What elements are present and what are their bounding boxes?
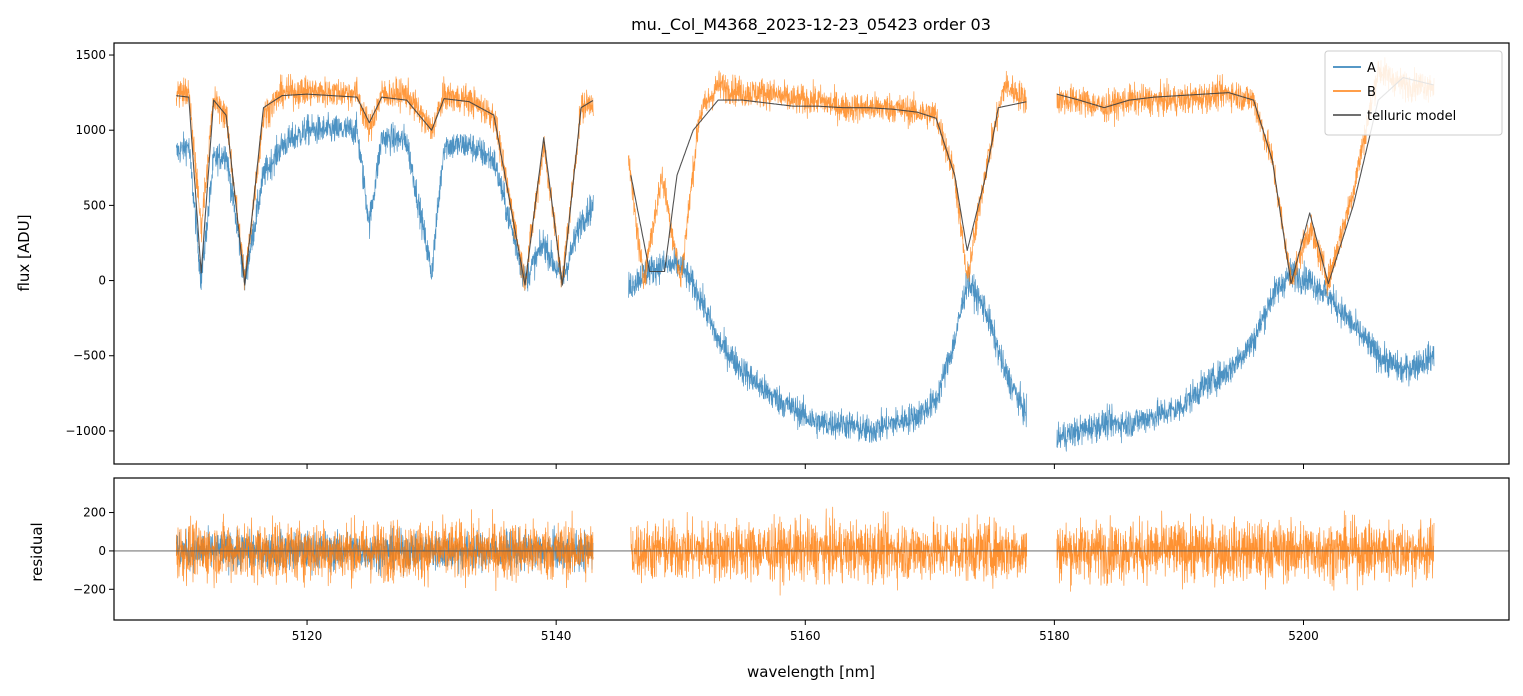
wavelength-tick-label: 5140 (541, 629, 572, 643)
wavelength-tick-label: 5180 (1039, 629, 1070, 643)
residual-axis-label: residual (28, 522, 46, 581)
legend-label-a: A (1367, 61, 1376, 76)
legend-label-b: B (1367, 85, 1376, 100)
wavelength-axis-label: wavelength [nm] (747, 663, 875, 681)
bot-series-b-segment-2 (630, 506, 1028, 596)
legend-label-telluric-model: telluric model (1367, 109, 1456, 124)
bot-series-b-segment-3 (1056, 510, 1435, 592)
wavelength-tick-label: 5160 (790, 629, 821, 643)
chart-title: mu._Col_M4368_2023-12-23_05423 order 03 (631, 15, 991, 35)
top-series-b-segment-2 (628, 70, 1028, 290)
top-series-telluric-model-segment-1 (176, 93, 594, 286)
legend-box (1324, 50, 1503, 136)
bot-series-b-segment-1 (175, 509, 594, 592)
flux-ytick-label: 500 (83, 198, 106, 212)
wavelength-tick-label: 5200 (1288, 629, 1319, 643)
wavelength-tick-label: 5120 (292, 629, 323, 643)
flux-axis-label: flux [ADU] (15, 214, 33, 291)
flux-panel: −1000 −500 0 500 1000 1500 flux [ADU] ABtellu… (15, 42, 1510, 469)
residual-ytick-label: −200 (73, 582, 106, 596)
residual-panel-frame (113, 477, 1510, 621)
flux-ytick-label: 1000 (75, 123, 106, 137)
flux-ytick-label: 0 (98, 274, 106, 288)
top-series-telluric-model-segment-2 (630, 99, 1027, 273)
flux-panel-frame (113, 42, 1510, 465)
flux-ytick-label: −500 (73, 349, 106, 363)
residual-ytick-label: 0 (98, 544, 106, 558)
top-series-b-segment-1 (175, 73, 594, 291)
top-series-a-segment-2 (628, 247, 1028, 443)
residual-ytick-label: 200 (83, 506, 106, 520)
flux-ytick-label: 1500 (75, 48, 106, 62)
flux-ytick-label: −1000 (65, 424, 106, 438)
residual-panel: −200 0 200 5120 5140 5160 5180 5200 residual (28, 477, 1510, 643)
top-series-a-segment-3 (1056, 258, 1435, 452)
top-series-a-segment-1 (175, 111, 594, 292)
